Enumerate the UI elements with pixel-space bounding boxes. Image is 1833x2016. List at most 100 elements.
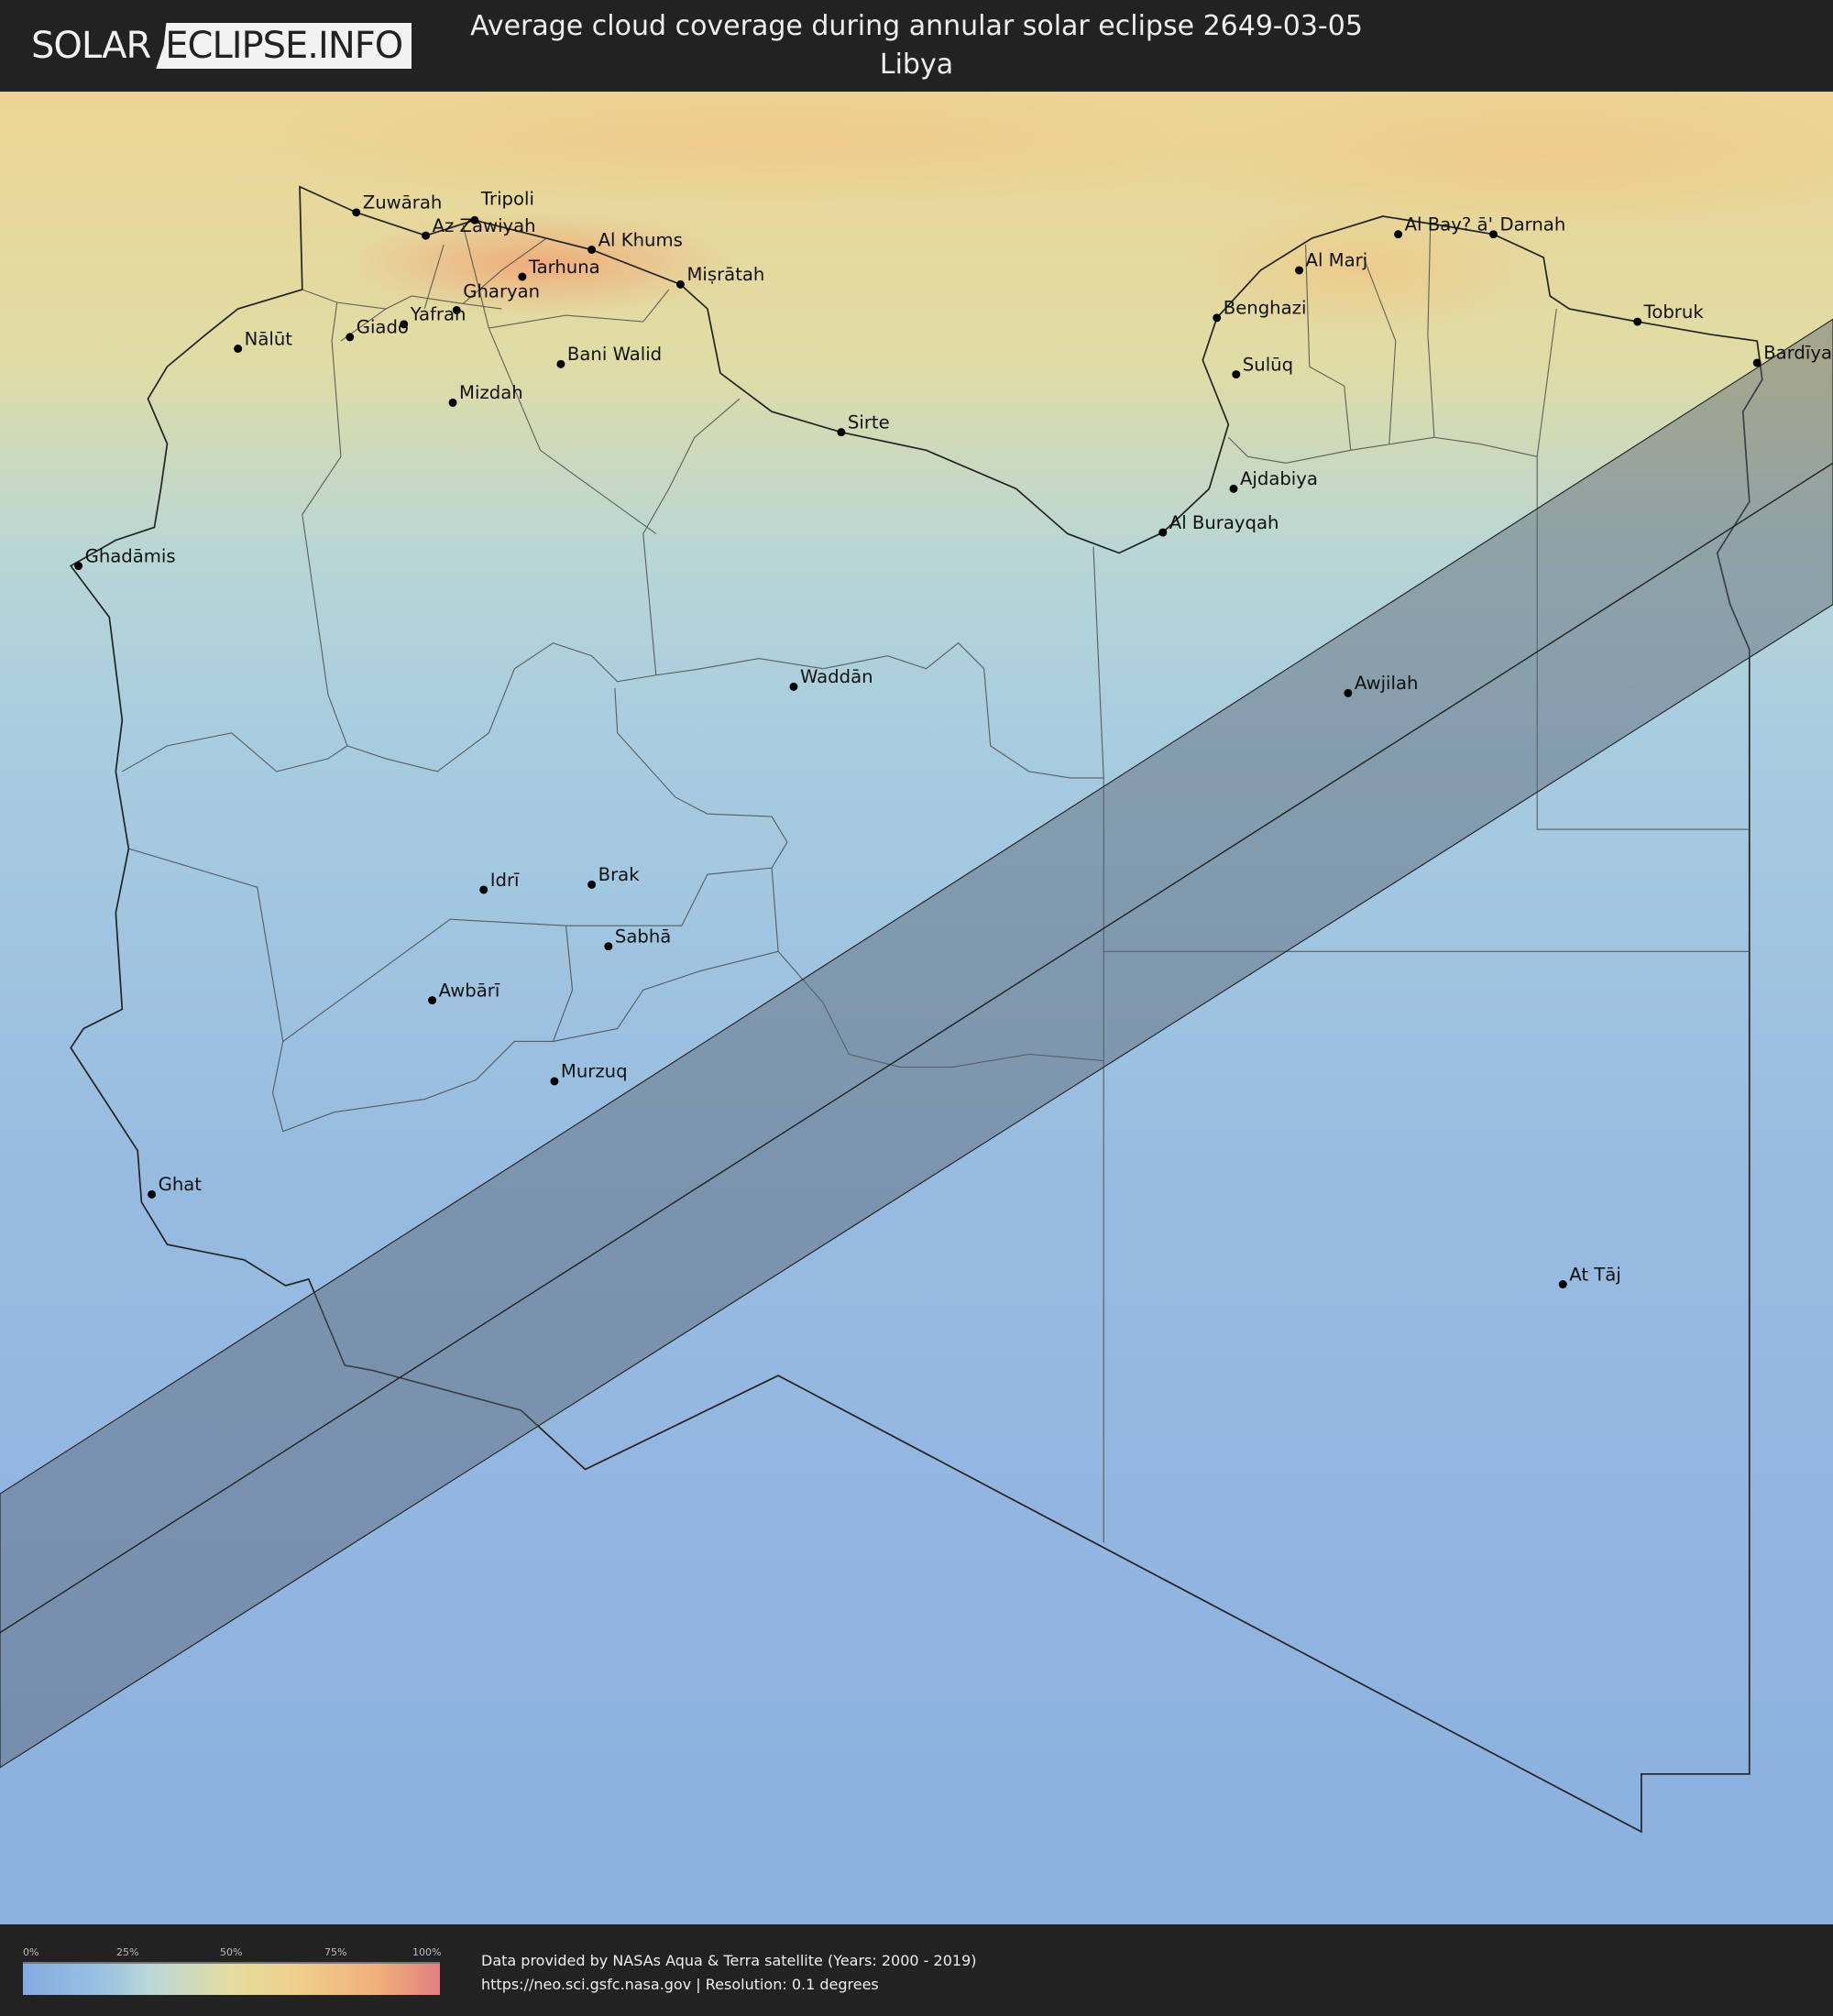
- city-dot: [587, 880, 597, 889]
- city-marker: Ghat: [148, 1174, 202, 1199]
- city-dot: [148, 1189, 157, 1199]
- city-dot: [448, 398, 457, 407]
- city-dot: [352, 208, 361, 217]
- legend-color-bar: [23, 1962, 440, 1995]
- city-dot: [556, 359, 565, 368]
- city-label: Sulūq: [1243, 354, 1293, 375]
- city-dot: [837, 428, 846, 437]
- city-label: Benghazi: [1224, 298, 1307, 319]
- city-marker: Sabhā: [604, 926, 671, 951]
- credit-line-1: Data provided by NASAs Aqua & Terra sate…: [481, 1952, 977, 1969]
- city-marker: Al Marj: [1295, 250, 1367, 275]
- city-marker: Awjilah: [1344, 673, 1418, 697]
- city-marker: Gharyan: [452, 280, 540, 314]
- subtitle: Libya: [879, 49, 954, 81]
- legend-tick: 0%: [23, 1946, 39, 1958]
- city-label: Yafran: [410, 304, 466, 325]
- city-dot: [1394, 230, 1403, 239]
- city-dot: [74, 562, 83, 571]
- city-label: Al Marj: [1306, 250, 1368, 271]
- city-dot: [518, 272, 527, 281]
- city-marker: Brak: [587, 864, 640, 889]
- legend-tick: 75%: [324, 1946, 347, 1958]
- city-label: Nālūt: [245, 328, 293, 349]
- city-label: Sirte: [848, 411, 890, 433]
- city-marker: Bani Walid: [556, 344, 662, 368]
- city-label: At Tāj: [1569, 1264, 1621, 1285]
- city-label: Gharyan: [463, 280, 540, 301]
- city-dot: [1752, 358, 1762, 367]
- city-marker: Awbārī: [428, 980, 500, 1005]
- city-label: Mizdah: [459, 382, 523, 403]
- city-dot: [1158, 528, 1168, 537]
- legend-tick: 50%: [220, 1946, 243, 1958]
- city-marker: Al Bay? ā': [1394, 214, 1493, 239]
- cloud-hotspot: [346, 212, 733, 316]
- city-dot: [1633, 317, 1642, 326]
- city-label: Giado: [357, 317, 409, 338]
- city-dot: [234, 345, 243, 353]
- city-marker: At Tāj: [1558, 1264, 1621, 1289]
- city-label: Murzuq: [561, 1061, 628, 1082]
- city-dot: [604, 942, 613, 951]
- city-label: Waddān: [800, 666, 873, 687]
- country-outline: [69, 185, 1763, 1834]
- city-label: Al Bay? ā': [1405, 214, 1493, 235]
- city-marker: Miṣrātah: [675, 264, 764, 289]
- city-label: Awbārī: [439, 980, 500, 1001]
- cloud-background: [0, 92, 1833, 1924]
- city-marker: Az Zawiyah: [422, 215, 536, 240]
- city-marker: Yafran: [400, 304, 466, 329]
- city-dot: [470, 215, 479, 225]
- city-marker: Waddān: [789, 666, 873, 691]
- logo-text-left: SOLAR: [31, 25, 151, 67]
- city-dot: [1229, 484, 1238, 493]
- city-label: Tripoli: [480, 188, 534, 209]
- site-logo[interactable]: SOLAR ECLIPSE.INFO: [31, 23, 412, 69]
- cloud-coverage-map[interactable]: Zuwārah Tripoli Az Zawiyah Al Khums Tarhuna M…: [0, 92, 1833, 1924]
- city-dot: [479, 885, 488, 894]
- title: Average cloud coverage during annular so…: [470, 10, 1363, 42]
- city-dot: [1232, 370, 1241, 379]
- city-label: Darnah: [1499, 214, 1565, 235]
- city-dot: [1344, 688, 1353, 697]
- city-marker: Darnah: [1488, 214, 1565, 239]
- city-dot: [1558, 1280, 1567, 1289]
- city-marker: Tripoli: [470, 188, 534, 225]
- footer: 0% 25% 50% 75% 100% Data provided by NAS…: [0, 1924, 1833, 2016]
- city-label: Brak: [598, 864, 641, 885]
- city-label: Zuwārah: [363, 192, 443, 214]
- map-title: Average cloud coverage during annular so…: [458, 7, 1375, 84]
- logo-text-right: ECLIPSE.INFO: [156, 23, 412, 69]
- city-marker: Nālūt: [234, 328, 292, 353]
- city-marker: Sirte: [837, 411, 890, 437]
- cloud-hotspot: [257, 92, 1287, 206]
- city-dot: [428, 996, 437, 1005]
- city-label: Al Burayqah: [1169, 512, 1279, 533]
- city-marker: Ghadāmis: [74, 545, 176, 571]
- credit-line-2[interactable]: https://neo.sci.gsfc.nasa.gov | Resoluti…: [481, 1976, 879, 1993]
- city-marker: Tobruk: [1633, 301, 1704, 326]
- district-borders: [122, 225, 1750, 1543]
- city-label: Ghadāmis: [85, 545, 176, 566]
- city-label: Sabhā: [615, 926, 671, 947]
- eclipse-center-line: [0, 462, 1833, 1634]
- city-dot: [422, 231, 431, 240]
- city-dot: [400, 320, 409, 329]
- city-label: Ghat: [159, 1174, 203, 1195]
- city-dot: [452, 305, 461, 314]
- city-marker: Al Khums: [587, 229, 683, 254]
- cloud-hotspot: [1183, 205, 1544, 335]
- city-dot: [550, 1077, 559, 1086]
- city-dot: [587, 246, 597, 254]
- city-marker: Idrī: [479, 870, 520, 894]
- city-dot: [1213, 313, 1222, 323]
- eclipse-path-band: [0, 318, 1833, 1769]
- city-marker: Mizdah: [448, 382, 523, 407]
- city-label: Idrī: [490, 870, 520, 891]
- city-dot: [675, 279, 685, 289]
- city-dot: [1488, 230, 1498, 239]
- city-label: Al Khums: [598, 229, 683, 250]
- city-marker: Giado: [346, 317, 409, 342]
- city-marker: Zuwārah: [352, 192, 442, 217]
